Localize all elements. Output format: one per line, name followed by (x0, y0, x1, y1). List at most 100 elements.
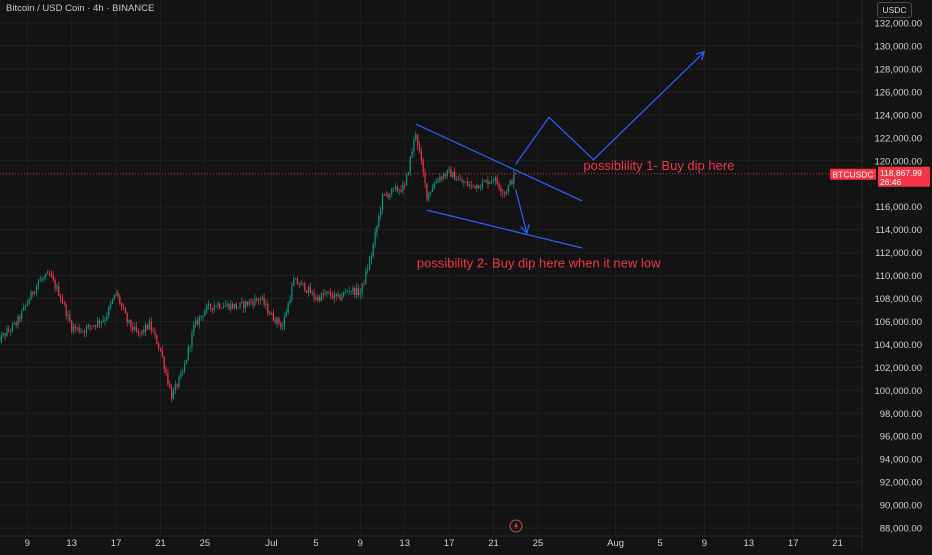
x-tick-label: 17 (788, 538, 799, 549)
candle-body (393, 188, 394, 189)
candle-body (295, 279, 296, 280)
candle-body (6, 329, 7, 336)
candle-body (29, 300, 30, 303)
candle-body (27, 303, 28, 305)
candle-body (337, 295, 338, 296)
candle-body (343, 292, 344, 296)
symbol-title: Bitcoin / USD Coin · 4h · BINANCE (6, 3, 154, 14)
candle-body (447, 170, 448, 176)
x-tick-label: 25 (200, 538, 211, 549)
y-tick-label: 104,000.00 (874, 340, 922, 351)
candle-body (162, 350, 163, 357)
candle-body (423, 160, 424, 172)
candle-body (312, 292, 313, 293)
candle-body (199, 317, 200, 324)
candle-body (101, 322, 102, 324)
candle-body (112, 300, 113, 304)
candle-body (225, 305, 226, 306)
currency-unit-button[interactable]: USDC (877, 2, 912, 18)
candle-body (256, 298, 257, 300)
candle-body (3, 333, 4, 334)
candle-body (413, 139, 414, 151)
candle-body (32, 292, 33, 294)
candle-body (239, 303, 240, 307)
y-tick-label: 90,000.00 (880, 501, 922, 512)
candle-body (206, 306, 207, 311)
candle-body (147, 325, 148, 329)
candle-body (302, 283, 303, 284)
candle-body (251, 301, 252, 302)
annotation-text: possibility 2- Buy dip here when it new … (417, 256, 661, 271)
candle-body (350, 291, 351, 292)
candle-body (478, 185, 479, 188)
candle-body (8, 329, 9, 330)
candle-body (254, 298, 255, 304)
y-tick-label: 106,000.00 (874, 317, 922, 328)
candle-body (308, 287, 309, 292)
candle-body (424, 172, 425, 183)
candle-body (210, 304, 211, 308)
candle-body (317, 297, 318, 300)
candle-body (376, 226, 377, 233)
x-tick-label: 21 (488, 538, 499, 549)
candle-body (128, 320, 129, 322)
candle-body (66, 304, 67, 316)
x-tick-label: 17 (444, 538, 455, 549)
y-tick-label: 110,000.00 (875, 271, 922, 282)
y-tick-label: 122,000.00 (874, 133, 922, 144)
candle-body (217, 304, 218, 306)
candle-body (480, 187, 481, 188)
candle-body (204, 311, 205, 316)
candle-body (164, 357, 165, 369)
candle-body (469, 185, 470, 186)
candle-body (36, 285, 37, 292)
candle-body (151, 322, 152, 331)
candle-body (502, 192, 503, 193)
candle-body (443, 174, 444, 178)
candle-body (53, 277, 54, 281)
candle-body (91, 327, 92, 328)
candle-body (269, 313, 270, 315)
y-tick-label: 102,000.00 (874, 363, 922, 374)
candle-body (395, 187, 396, 188)
candle-body (491, 181, 492, 182)
candle-body (445, 174, 446, 176)
candle-body (143, 330, 144, 332)
candle-body (482, 182, 483, 188)
candle-body (138, 332, 139, 333)
candle-body (245, 302, 246, 308)
candle-body (232, 304, 233, 308)
candle-body (356, 288, 357, 295)
candle-body (149, 322, 150, 329)
y-tick-label: 98,000.00 (880, 409, 922, 420)
candle-body (460, 179, 461, 180)
candle-body (402, 185, 403, 192)
candle-body (282, 326, 283, 327)
candle-body (202, 316, 203, 317)
candle-body (450, 169, 451, 177)
candle-body (362, 283, 363, 293)
candle-body (489, 182, 490, 184)
candle-body (415, 134, 416, 139)
candle-body (140, 333, 141, 334)
candle-body (49, 273, 50, 274)
y-tick-label: 92,000.00 (880, 478, 922, 489)
candle-body (58, 286, 59, 296)
candle-body (436, 182, 437, 184)
candle-body (319, 297, 320, 301)
candle-body (73, 327, 74, 332)
candle-body (247, 302, 248, 305)
candle-body (51, 274, 52, 276)
candle-body (365, 271, 366, 283)
candle-body (452, 172, 453, 177)
candle-body (487, 180, 488, 184)
candle-body (252, 302, 253, 305)
price-axis[interactable]: 88,000.0090,000.0092,000.0094,000.0096,0… (874, 19, 922, 535)
candle-body (189, 346, 190, 347)
candle-body (86, 327, 87, 333)
candle-body (238, 307, 239, 308)
candle-body (410, 157, 411, 172)
candle-body (234, 304, 235, 308)
